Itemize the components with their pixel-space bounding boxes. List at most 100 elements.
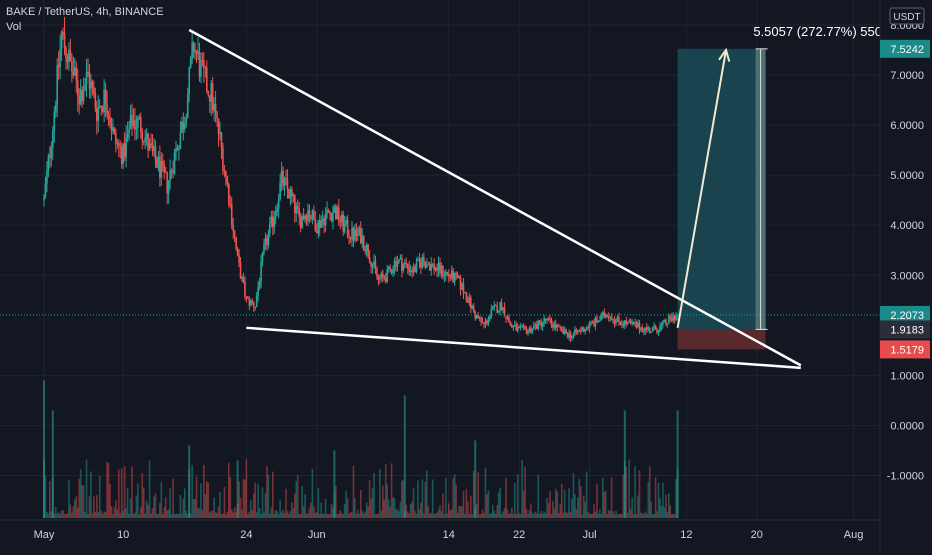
target-zone[interactable] [677, 48, 766, 330]
candle-body [528, 327, 531, 331]
candle-body [475, 315, 478, 319]
volume-bar [266, 466, 268, 518]
volume-spike [51, 410, 54, 518]
volume-bar [423, 513, 425, 518]
volume-bar [310, 502, 312, 518]
candle-body [321, 218, 324, 221]
volume-bar [625, 466, 628, 518]
volume-bar [428, 513, 431, 518]
candle-body [327, 209, 330, 213]
candle-body [361, 235, 364, 244]
candle-body [106, 103, 108, 115]
lower-trendline[interactable] [246, 326, 801, 370]
candle-body [550, 319, 553, 325]
volume-bar [84, 512, 86, 518]
candle-body [659, 326, 661, 332]
price-label-stop[interactable] [880, 340, 930, 359]
volume-bar [512, 513, 515, 518]
volume-bar [596, 483, 598, 518]
volume-bar [129, 498, 132, 518]
candle-body [326, 209, 328, 214]
price-axis[interactable]: 8.00007.00006.00005.00004.00003.00001.00… [879, 0, 932, 550]
volume-bar [65, 514, 67, 518]
candle-body [182, 121, 185, 130]
volume-bar [439, 505, 441, 518]
volume-bar [643, 513, 645, 518]
volume-bar [456, 512, 459, 518]
long-position-tool[interactable]: 5.5057 (272.77%) 550 [677, 24, 882, 350]
projection-arrow[interactable] [676, 49, 727, 328]
candle-body [238, 255, 240, 263]
volume-bar [181, 513, 183, 518]
volume-bar [157, 514, 160, 518]
volume-bar [144, 513, 146, 518]
currency-badge[interactable] [889, 7, 925, 25]
candle-body [172, 170, 174, 174]
candle-body [282, 170, 284, 187]
candle-body [358, 227, 361, 234]
volume-bar [210, 511, 212, 518]
candle-body [131, 114, 133, 126]
volume-bar [269, 513, 271, 518]
volume-bar [514, 482, 516, 518]
candle-body [78, 96, 80, 105]
candle-body [118, 143, 120, 146]
volume-bar [455, 484, 457, 518]
symbol-title[interactable]: BAKE / TetherUS, 4h, BINANCE [6, 6, 164, 18]
volume-bar [436, 512, 438, 518]
candle-body [489, 315, 491, 320]
time-axis[interactable]: May 10 24 Jun 14 22 Jul 12 20 Aug [0, 519, 880, 541]
candle-body [530, 327, 532, 333]
volume-bar [230, 509, 233, 518]
volume-bar [285, 488, 287, 518]
candle-body [150, 143, 152, 146]
volume-bar [203, 464, 205, 518]
candle-body [163, 164, 166, 172]
volume-bar [339, 510, 342, 518]
volume-bar [610, 477, 613, 518]
candle-body [578, 330, 581, 332]
trendlines[interactable] [0, 28, 880, 370]
candle-body [62, 31, 64, 34]
candle-body [264, 237, 267, 245]
price-label-entry[interactable] [880, 320, 930, 339]
volume-bar [619, 513, 622, 518]
volume-bar [370, 498, 372, 518]
upper-trendline[interactable] [188, 28, 802, 367]
candle-body [210, 83, 212, 102]
candle-body [135, 127, 138, 130]
volume-bar [430, 512, 432, 518]
candle-body [436, 268, 438, 271]
volume-bar [263, 512, 265, 518]
candle-body [390, 269, 393, 274]
volume-bar [555, 488, 557, 518]
volume-bar [162, 513, 164, 518]
candle-body [442, 265, 444, 277]
candle-body [245, 296, 248, 298]
candle-body [329, 212, 331, 214]
candle-body [449, 276, 452, 278]
volume-bar [648, 466, 651, 518]
price-label-target[interactable] [880, 39, 930, 58]
candle-body [91, 81, 94, 88]
volume-bar [420, 502, 422, 518]
candle-body [364, 249, 366, 252]
candle-body [606, 314, 608, 317]
candle-body [285, 177, 287, 180]
volume-bar [307, 513, 309, 518]
candle-body [294, 194, 296, 214]
candle-body [288, 189, 290, 199]
candle-body [251, 300, 254, 303]
volume-bar [626, 512, 629, 518]
candle-body [549, 318, 551, 320]
candle-body [553, 323, 556, 328]
candle-body [330, 213, 333, 222]
volume-bar [563, 489, 566, 518]
price-label-current[interactable] [880, 305, 930, 324]
candle-body [242, 276, 245, 283]
candle-body [505, 316, 507, 319]
volume-bar [288, 513, 290, 518]
candle-body [537, 320, 540, 329]
